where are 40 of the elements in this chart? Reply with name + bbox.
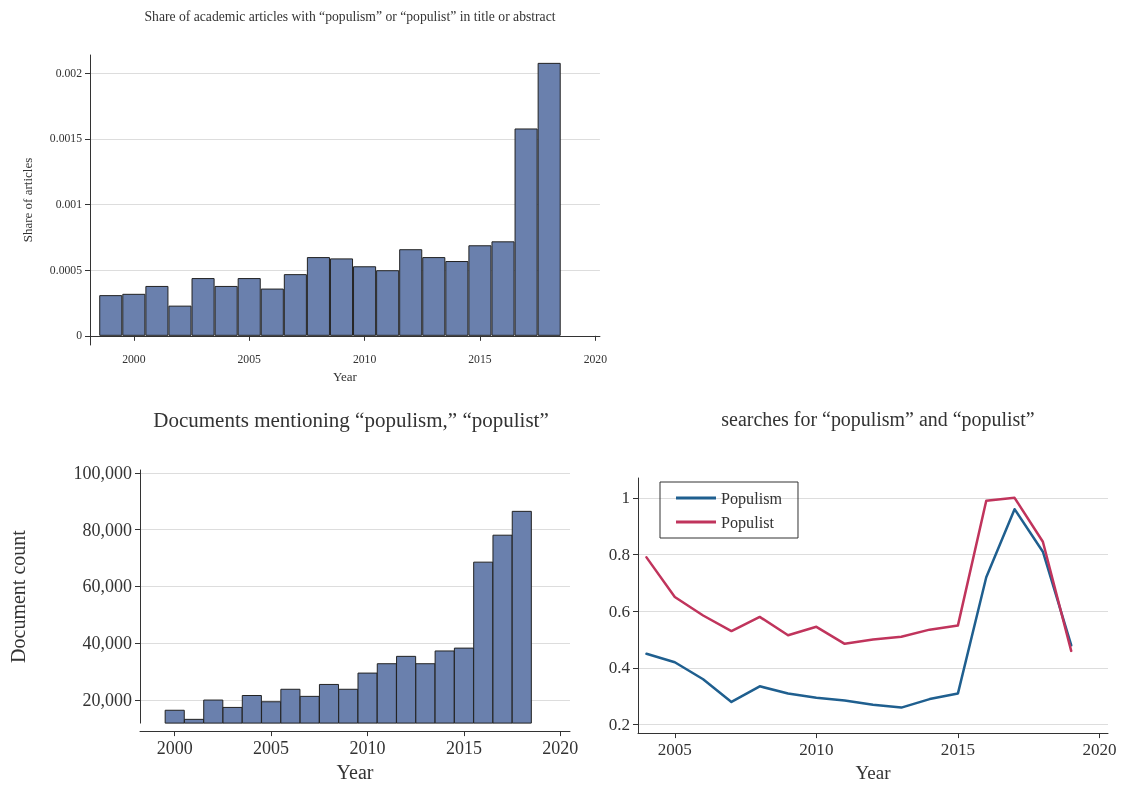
x-tick-label: 2005	[253, 738, 290, 759]
y-tick-label: 1	[621, 488, 630, 508]
y-tick-label: 20,000	[82, 689, 132, 710]
legend-label: Populism	[721, 489, 783, 508]
y-tick-label: 0.001	[55, 198, 83, 212]
x-tick-label: 2015	[940, 740, 976, 760]
x-tick-label: 2015	[445, 738, 482, 759]
y-tick-label: 0.4	[608, 658, 631, 678]
x-tick-label: 2010	[352, 352, 377, 366]
x-tick-label: 2005	[237, 352, 262, 366]
y-tick-label: 0.6	[608, 601, 631, 621]
line-series	[645, 507, 1073, 709]
x-tick-label: 2015	[468, 352, 492, 366]
x-tick-label: 2020	[583, 352, 608, 366]
x-tick-label: 2010	[349, 738, 386, 759]
y-tick-label: 0.0005	[49, 263, 83, 277]
chart-title: Documents mentioning “populism,” “populist”	[153, 407, 549, 432]
legend-label: Populist	[721, 513, 775, 532]
x-tick-label: 2000	[122, 352, 146, 366]
y-tick-label: 0	[76, 329, 83, 343]
y-tick-label: 0.002	[55, 66, 83, 80]
x-axis-title: Year	[855, 762, 892, 783]
x-tick-label: 2000	[156, 738, 193, 759]
chart-title: Share of academic articles with “populism” or “populist” in title or abstract	[144, 8, 556, 24]
y-axis-title: Share of articles	[20, 157, 36, 243]
x-axis-title: Year	[332, 368, 358, 384]
y-tick-label: 0.0015	[49, 132, 83, 146]
x-tick-label: 2005	[657, 740, 692, 760]
x-tick-label: 2010	[799, 740, 834, 760]
y-axis-title: Document count	[7, 529, 29, 663]
x-axis-title: Year	[336, 761, 374, 783]
x-tick-label: 2020	[542, 738, 579, 759]
x-tick-label: 2020	[1082, 740, 1117, 760]
y-tick-label: 40,000	[82, 633, 132, 654]
y-tick-label: 60,000	[82, 576, 132, 597]
y-tick-label: 0.8	[608, 545, 630, 565]
chart-title: searches for “populism” and “populist”	[721, 408, 1035, 431]
y-tick-label: 0.2	[608, 715, 630, 735]
y-tick-label: 100,000	[73, 462, 132, 483]
y-tick-label: 80,000	[82, 519, 132, 540]
